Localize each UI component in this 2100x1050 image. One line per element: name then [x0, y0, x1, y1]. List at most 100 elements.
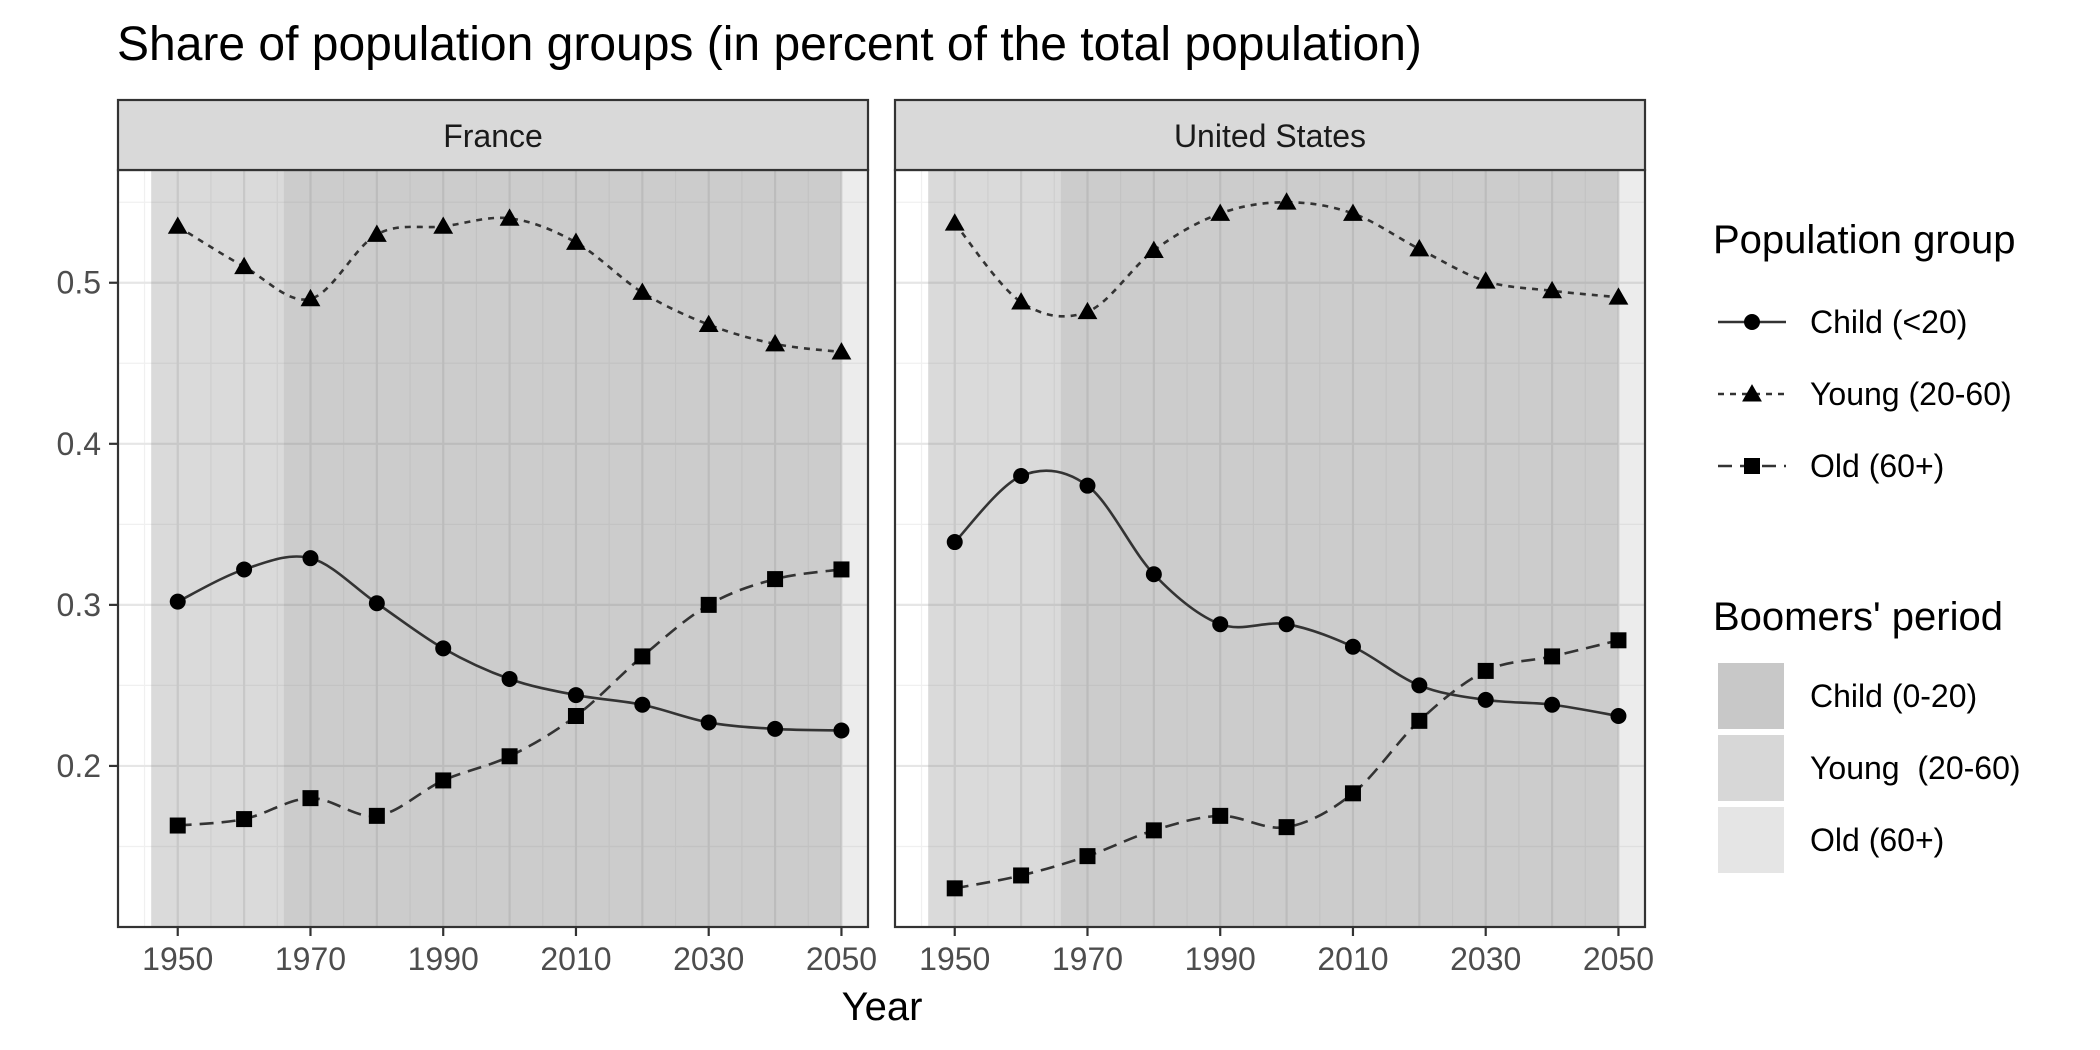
- panel-united-states: United States 1950 1970 1990 2010 2030 2050: [893, 98, 1654, 977]
- data-point-young-20-60: [944, 213, 965, 231]
- boomer-band-aging-child-0-20: [1060, 170, 1194, 927]
- x-tick-label: 1990: [1185, 941, 1256, 977]
- data-point-child-20: [1145, 566, 1162, 583]
- data-point-old-60: [833, 561, 850, 578]
- data-point-young-20-60: [499, 208, 520, 226]
- data-point-old-60: [236, 811, 253, 828]
- data-point-old-60: [169, 817, 186, 834]
- boomer-band-child-0-20: [928, 170, 1061, 927]
- legend-label: Old (60+): [1810, 448, 1944, 484]
- data-point-young-20-60: [566, 232, 586, 250]
- data-point-old-60: [1344, 785, 1361, 802]
- data-point-child-20: [833, 722, 850, 739]
- legend-label: Young (20-60): [1810, 750, 2021, 786]
- data-point-old-60: [1544, 648, 1561, 665]
- x-tick-label: 2050: [1583, 941, 1654, 977]
- data-point-young-20-60: [366, 224, 387, 242]
- x-tick-label: 2030: [673, 941, 744, 977]
- data-point-young-20-60: [1276, 192, 1297, 210]
- data-point-child-20: [1079, 477, 1096, 494]
- legend-item-child-20: Child (<20): [1718, 304, 1967, 340]
- data-point-child-20: [435, 640, 452, 657]
- boomer-bands: [151, 170, 868, 927]
- x-tick-label: 2010: [540, 941, 611, 977]
- data-point-young-20-60: [1475, 271, 1496, 289]
- data-point-young-20-60: [1343, 203, 1363, 221]
- data-point-young-20-60: [765, 334, 785, 352]
- data-point-old-60: [1610, 632, 1627, 649]
- data-point-old-60: [501, 748, 518, 765]
- legend-key-young-20-60: [1718, 735, 1784, 801]
- data-point-child-20: [1278, 616, 1295, 633]
- data-point-child-20: [1013, 468, 1030, 485]
- data-point-child-20: [1610, 708, 1627, 725]
- legend-item-old-60: Old (60+): [1718, 448, 1944, 484]
- legend-item-child-0-20: Child (0-20): [1718, 663, 1977, 729]
- data-point-old-60: [1278, 819, 1295, 836]
- series-line-young-20-60: [953, 200, 1619, 318]
- data-point-child-20: [700, 714, 717, 731]
- data-point-young-20-60: [632, 282, 653, 300]
- data-point-child-20: [302, 550, 319, 567]
- data-point-old-60: [1145, 822, 1162, 839]
- data-point-old-60: [767, 571, 784, 588]
- x-tick-label: 1970: [1052, 941, 1123, 977]
- y-tick-label: 0.4: [57, 426, 101, 462]
- facet-label: United States: [1174, 118, 1366, 154]
- legend-item-old-60: Old (60+): [1718, 807, 1944, 873]
- data-point-child-20: [1212, 616, 1229, 633]
- data-point-child-20: [236, 561, 253, 578]
- legend-title-boomers: Boomers' period: [1713, 595, 2003, 639]
- data-point-old-60: [567, 708, 584, 725]
- legend-key-old-60: [1718, 807, 1784, 873]
- data-point-child-20: [368, 595, 385, 612]
- x-tick-label: 2030: [1450, 941, 1521, 977]
- data-point-old-60: [700, 596, 717, 613]
- legend-label: Child (<20): [1810, 304, 1967, 340]
- x-tick-label: 1950: [919, 941, 990, 977]
- data-point-young-20-60: [1409, 239, 1430, 257]
- facet-strip: [893, 98, 1647, 172]
- data-point-child-20: [767, 720, 784, 737]
- boomer-band-old-60: [1326, 170, 1619, 927]
- data-point-old-60: [1477, 662, 1494, 679]
- legend-key-child-0-20: [1718, 663, 1784, 729]
- legend: Population group Child (<20) Young (20-60)…: [1713, 218, 2021, 873]
- boomer-band-old-60: [549, 170, 842, 927]
- legend-item-young-20-60: Young (20-60): [1718, 735, 2021, 801]
- y-tick-label: 0.2: [57, 748, 101, 784]
- legend-item-young-20-60: Young (20-60): [1718, 376, 2012, 412]
- data-point-young-20-60: [1011, 292, 1032, 310]
- boomer-band-child-0-20: [151, 170, 284, 927]
- data-point-young-20-60: [698, 314, 719, 333]
- data-point-young-20-60: [1542, 280, 1562, 299]
- y-tick-label: 0.5: [57, 265, 101, 301]
- series-line-young-20-60: [177, 216, 842, 354]
- panel-france: France 1950 1970 1990 2010 2030 2050 0.2 0.3 0.4 0…: [57, 98, 877, 977]
- series-points: [167, 208, 852, 834]
- data-point-child-20: [1344, 638, 1361, 655]
- data-point-old-60: [1013, 867, 1030, 884]
- panel-background: [118, 170, 868, 927]
- data-point-young-20-60: [1608, 287, 1629, 305]
- chart-title: Share of population groups (in percent o…: [117, 18, 1422, 71]
- data-point-child-20: [1544, 696, 1561, 713]
- data-point-old-60: [1411, 712, 1428, 729]
- x-tick-label: 1990: [408, 941, 479, 977]
- data-point-child-20: [501, 670, 518, 687]
- legend-marker-young-20-60: [1742, 384, 1762, 402]
- legend-label: Child (0-20): [1810, 678, 1977, 714]
- data-point-young-20-60: [433, 216, 454, 234]
- data-point-old-60: [634, 648, 651, 665]
- data-point-child-20: [567, 687, 584, 704]
- data-point-child-20: [1411, 677, 1428, 694]
- data-point-child-20: [169, 593, 186, 610]
- data-point-old-60: [946, 880, 963, 897]
- data-point-child-20: [946, 534, 963, 551]
- x-axis-title: Year: [842, 985, 923, 1029]
- legend-title-population: Population group: [1713, 218, 2015, 262]
- data-point-young-20-60: [1143, 240, 1164, 258]
- chart-panels: France 1950 1970 1990 2010 2030 2050 0.2 0.3 0.4 0…: [57, 98, 1654, 977]
- data-point-old-60: [1079, 848, 1096, 865]
